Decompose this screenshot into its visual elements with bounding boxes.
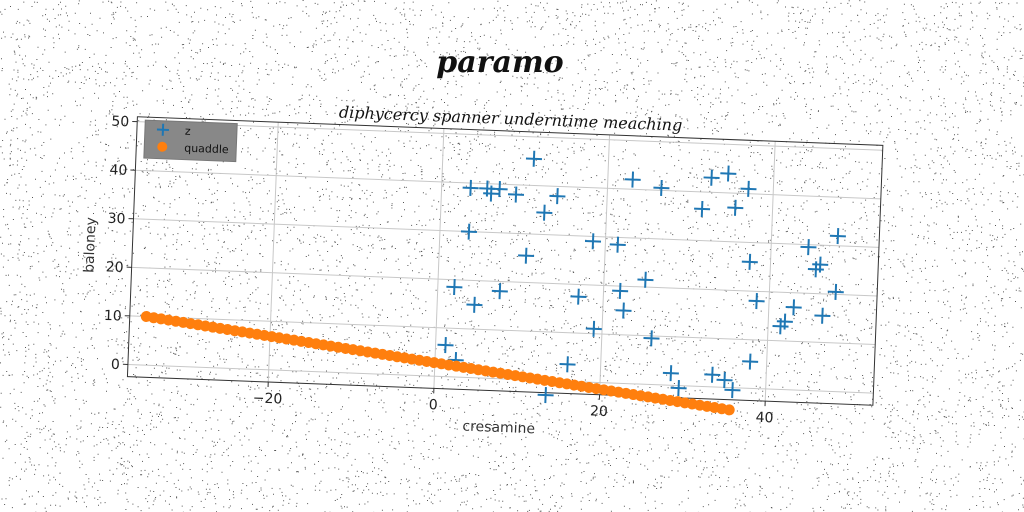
plot-frame bbox=[126, 116, 884, 406]
x-tick-label: −20 bbox=[253, 390, 283, 407]
data-point-z bbox=[720, 165, 737, 182]
data-point-z bbox=[827, 283, 844, 300]
grid-lines bbox=[127, 121, 883, 402]
data-point-z bbox=[785, 299, 802, 316]
x-tick-label: 0 bbox=[428, 397, 438, 413]
y-axis-label: baloney bbox=[81, 217, 99, 273]
data-point-z bbox=[507, 186, 525, 203]
data-point-z bbox=[483, 185, 500, 202]
legend-marker-quaddle bbox=[157, 141, 168, 152]
data-point-z bbox=[536, 204, 553, 221]
x-grid-line bbox=[267, 122, 279, 383]
data-point-z bbox=[727, 199, 744, 216]
data-point-z bbox=[653, 179, 670, 197]
data-point-z bbox=[466, 296, 483, 313]
data-point-z bbox=[776, 313, 793, 330]
data-point-z bbox=[437, 337, 454, 354]
y-tick-label: 30 bbox=[107, 211, 125, 228]
x-tick-label: 40 bbox=[755, 410, 773, 427]
data-marks bbox=[140, 150, 846, 416]
data-point-z bbox=[741, 253, 758, 270]
legend-label-quaddle: quaddle bbox=[184, 142, 229, 157]
x-grid-line bbox=[764, 141, 776, 402]
axis-ticks: −20 0 20 40 0 10 20 30 40 50 bbox=[104, 114, 774, 427]
chart-subtitle: diphycercy spanner underntime meaching bbox=[339, 103, 683, 135]
data-point-z bbox=[740, 180, 757, 197]
data-point-quaddle bbox=[723, 404, 735, 416]
y-tick-label: 50 bbox=[111, 114, 129, 131]
data-point-z bbox=[703, 169, 720, 186]
legend-label-z: z bbox=[185, 125, 191, 138]
chart-rotated-group: diphycercy spanner underntime meaching −… bbox=[81, 103, 884, 437]
data-point-z bbox=[584, 233, 602, 250]
y-grid-line bbox=[135, 169, 881, 200]
data-point-z bbox=[462, 179, 479, 196]
data-point-z bbox=[518, 247, 535, 264]
x-axis-label: cresamine bbox=[462, 418, 535, 437]
data-point-z bbox=[716, 372, 733, 389]
data-point-z bbox=[637, 271, 654, 288]
data-point-z bbox=[742, 353, 759, 370]
data-point-z bbox=[624, 171, 641, 188]
data-point-z bbox=[800, 239, 817, 256]
data-point-z bbox=[525, 150, 542, 167]
data-point-z bbox=[491, 181, 508, 198]
data-point-z bbox=[724, 382, 741, 399]
data-point-z bbox=[670, 380, 687, 397]
data-point-z bbox=[829, 228, 846, 245]
x-grid-line bbox=[599, 134, 611, 395]
data-point-z bbox=[537, 387, 554, 404]
data-point-z bbox=[612, 282, 629, 299]
data-point-z bbox=[643, 330, 660, 347]
data-point-z bbox=[585, 320, 602, 337]
data-point-z bbox=[748, 293, 765, 310]
y-tick-label: 10 bbox=[104, 308, 122, 325]
legend-marker-z bbox=[156, 123, 169, 136]
data-point-z bbox=[812, 256, 829, 273]
x-tick-label: 20 bbox=[590, 403, 608, 420]
chart-title: paramo bbox=[436, 45, 563, 80]
data-point-z bbox=[662, 365, 679, 382]
legend: z quaddle bbox=[143, 119, 238, 163]
y-grid-line bbox=[131, 266, 878, 297]
data-point-z bbox=[549, 188, 566, 205]
data-point-z bbox=[570, 288, 587, 305]
y-tick-label: 0 bbox=[111, 357, 121, 373]
y-tick-label: 40 bbox=[109, 162, 127, 179]
data-point-z bbox=[446, 278, 463, 296]
data-point-z bbox=[460, 223, 477, 240]
data-point-z bbox=[694, 200, 711, 218]
data-point-z bbox=[559, 356, 576, 373]
y-grid-line bbox=[137, 121, 883, 151]
y-tick-label: 20 bbox=[105, 259, 123, 276]
data-point-z bbox=[615, 302, 632, 319]
data-point-z bbox=[491, 283, 508, 300]
data-point-z bbox=[704, 366, 721, 383]
data-point-z bbox=[609, 236, 626, 253]
data-point-z bbox=[814, 307, 831, 324]
y-grid-line bbox=[133, 218, 879, 248]
y-grid-line bbox=[129, 315, 876, 346]
x-grid-line bbox=[433, 128, 445, 389]
